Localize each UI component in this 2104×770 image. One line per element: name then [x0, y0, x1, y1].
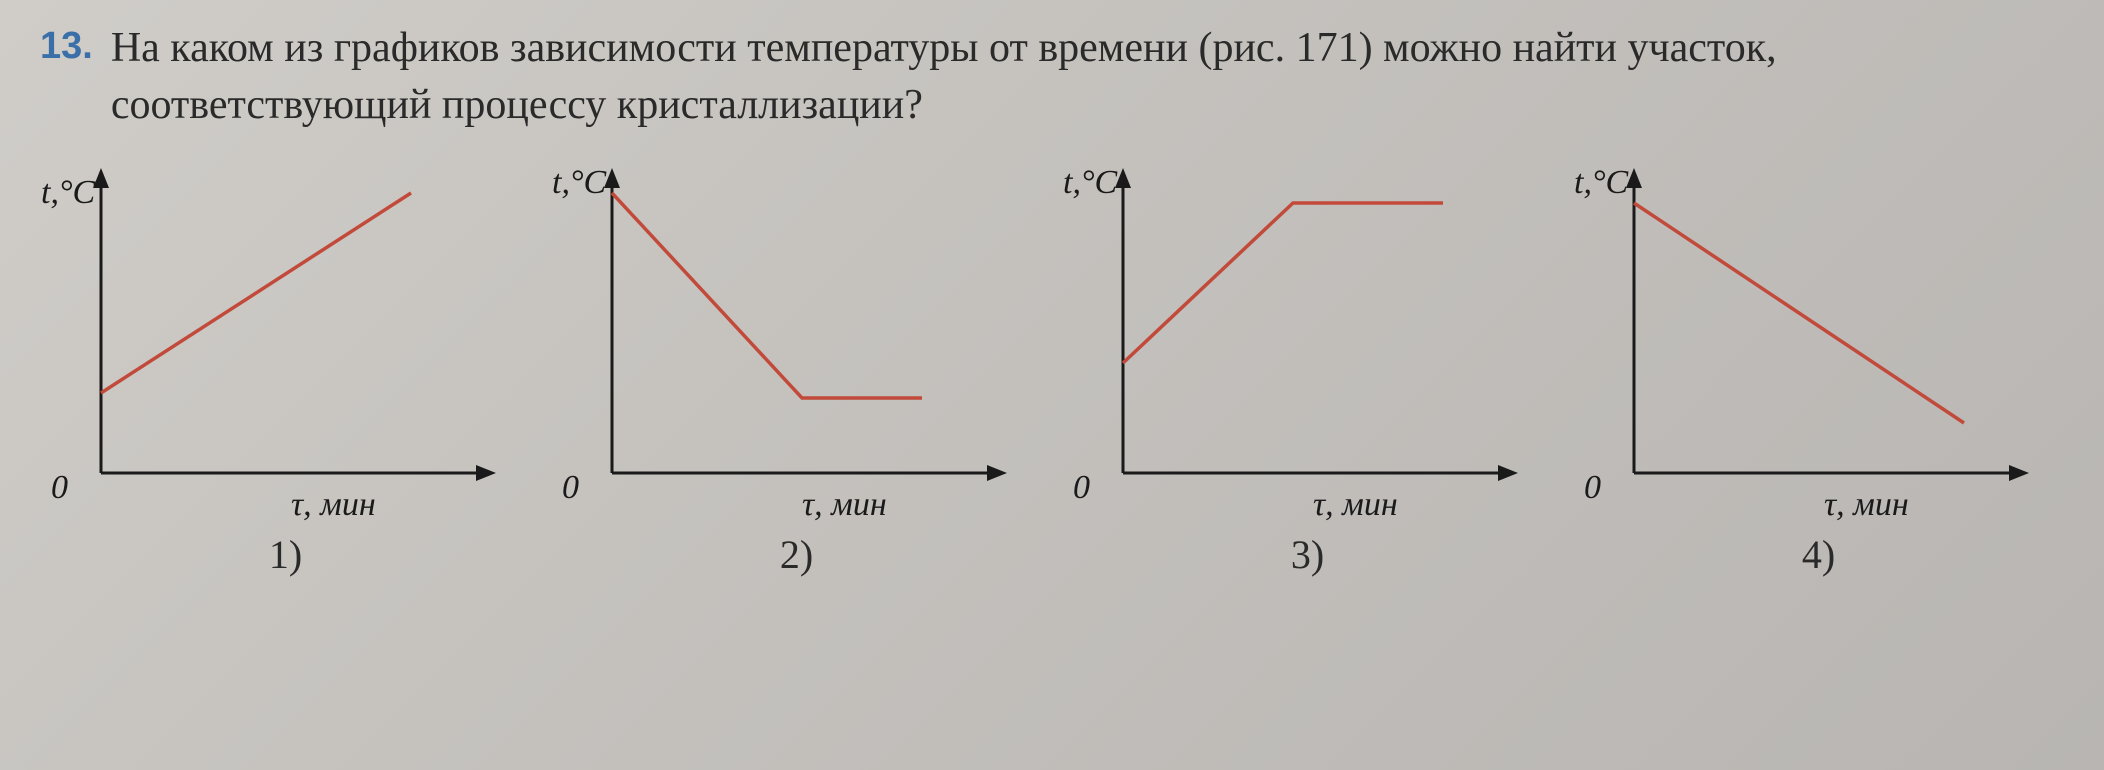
y-arrow-icon	[1115, 168, 1131, 188]
x-axis-label: τ, мин	[291, 486, 376, 523]
option-label-3: 3)	[1291, 531, 1324, 578]
origin-label: 0	[562, 469, 579, 506]
origin-label: 0	[1584, 469, 1601, 506]
x-arrow-icon	[2009, 465, 2029, 481]
option-label-4: 4)	[1802, 531, 1835, 578]
chart-svg-2: t,°C 0 τ, мин	[552, 163, 1042, 523]
chart-svg-1: t,°C 0 τ, мин	[41, 163, 531, 523]
y-axis-label: t,°C	[1063, 164, 1118, 201]
chart-svg-4: t,°C 0 τ, мин	[1574, 163, 2064, 523]
question-text: На каком из графиков зависимости темпера…	[111, 20, 2064, 133]
x-axis-label: τ, мин	[802, 486, 887, 523]
chart-svg-3: t,°C 0 τ, мин	[1063, 163, 1553, 523]
charts-row: t,°C 0 τ, мин 1) t,°C 0 τ, мин 2) t,°C	[40, 163, 2064, 578]
y-arrow-icon	[1626, 168, 1642, 188]
x-axis-label: τ, мин	[1313, 486, 1398, 523]
chart-block-2: t,°C 0 τ, мин 2)	[551, 163, 1042, 578]
y-axis-label: t,°C	[41, 174, 96, 211]
x-arrow-icon	[987, 465, 1007, 481]
data-line-4	[1634, 203, 1964, 423]
x-arrow-icon	[1498, 465, 1518, 481]
y-arrow-icon	[604, 168, 620, 188]
chart-block-1: t,°C 0 τ, мин 1)	[40, 163, 531, 578]
option-label-1: 1)	[269, 531, 302, 578]
x-arrow-icon	[476, 465, 496, 481]
chart-block-3: t,°C 0 τ, мин 3)	[1062, 163, 1553, 578]
y-axis-label: t,°C	[1574, 164, 1629, 201]
data-line-2	[612, 193, 922, 398]
question-number: 13.	[40, 24, 93, 70]
origin-label: 0	[1073, 469, 1090, 506]
question-row: 13. На каком из графиков зависимости тем…	[40, 20, 2064, 133]
y-axis-label: t,°C	[552, 164, 607, 201]
x-axis-label: τ, мин	[1824, 486, 1909, 523]
y-arrow-icon	[93, 168, 109, 188]
origin-label: 0	[51, 469, 68, 506]
chart-block-4: t,°C 0 τ, мин 4)	[1573, 163, 2064, 578]
data-line-3	[1123, 203, 1443, 363]
option-label-2: 2)	[780, 531, 813, 578]
data-line-1	[101, 193, 411, 393]
